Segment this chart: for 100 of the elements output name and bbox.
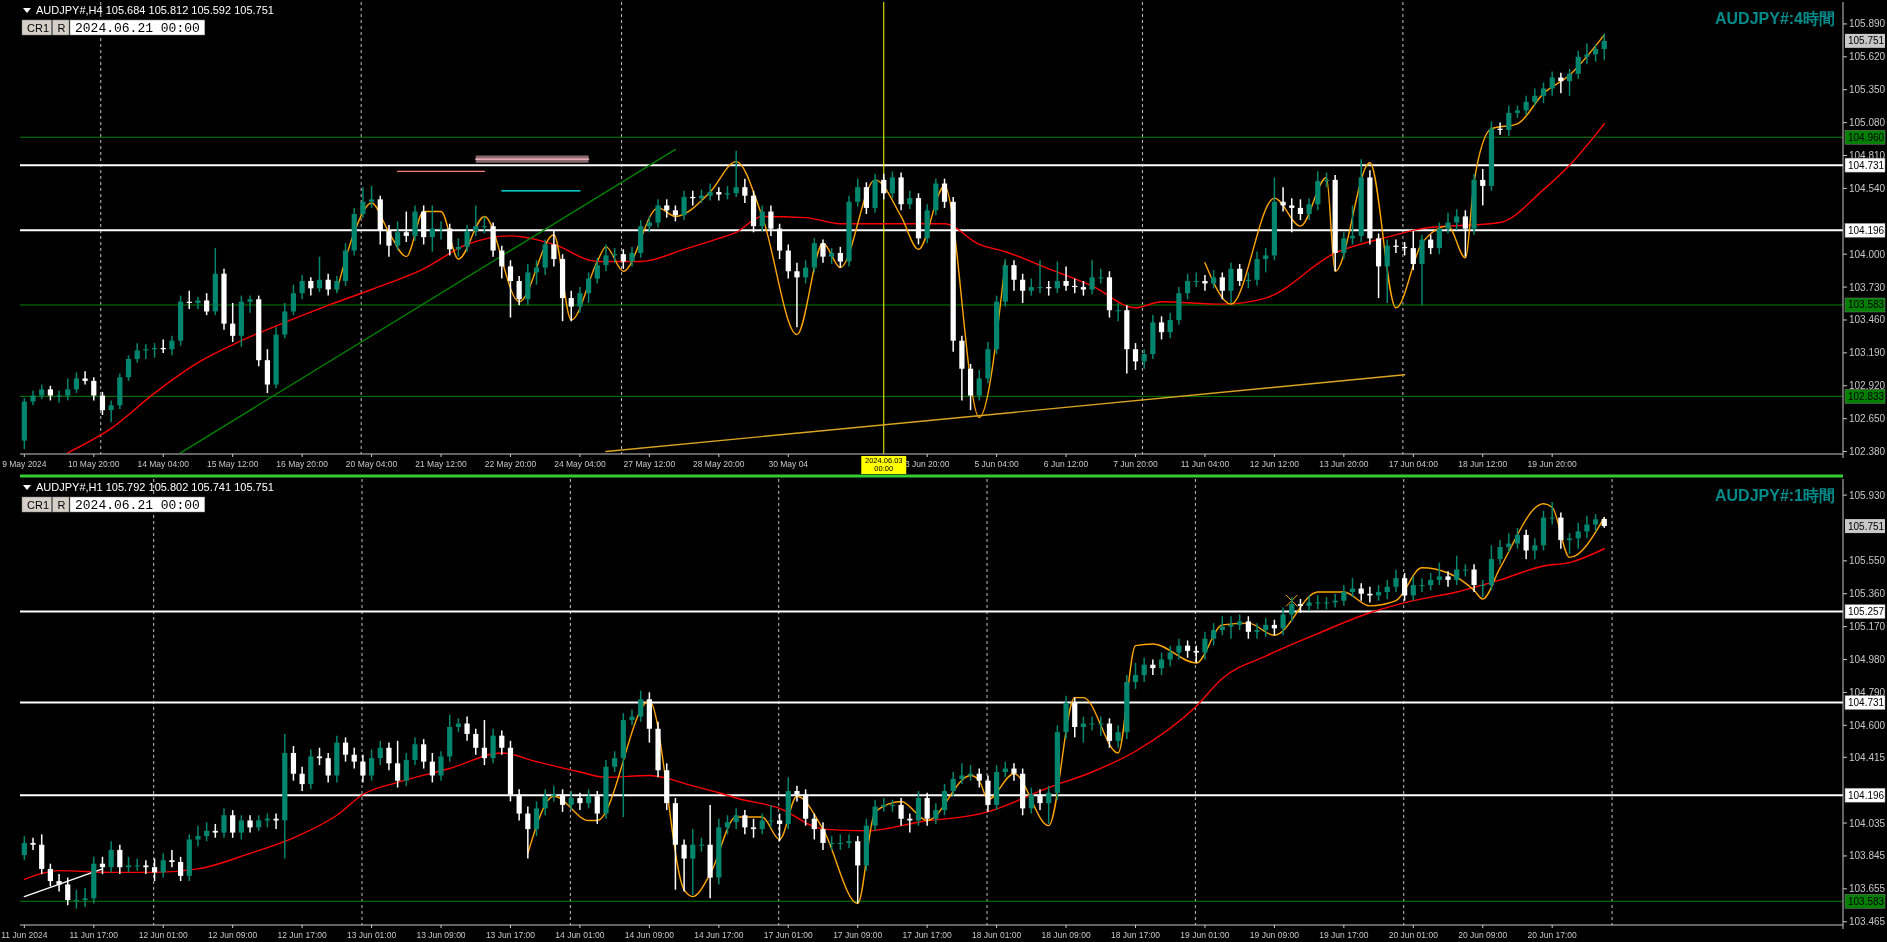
candlestick [846, 833, 852, 849]
candlestick [134, 342, 140, 364]
candlestick [1315, 594, 1321, 611]
x-tick-label: 19 Jun 20:00 [1527, 459, 1578, 469]
candlestick [290, 283, 297, 316]
candlestick [99, 391, 106, 416]
candlestick [1454, 208, 1460, 231]
x-tick-label: 18 Jun 17:00 [1110, 930, 1161, 940]
candlestick [1575, 522, 1581, 550]
x-tick-label: 17 Jun 09:00 [833, 930, 883, 940]
candlestick [507, 259, 514, 319]
candlestick [533, 800, 540, 837]
y-tick-label: 103.460 [1849, 314, 1886, 326]
candlestick [1436, 561, 1442, 586]
candlestick [91, 376, 97, 402]
y-tick-label: 105.550 [1849, 555, 1886, 567]
candlestick [1132, 662, 1139, 690]
candlestick [134, 857, 140, 872]
x-tick-label: 20 Jun 17:00 [1527, 930, 1578, 940]
candlestick [820, 821, 826, 851]
candlestick [1280, 606, 1286, 637]
candlestick [933, 802, 939, 825]
annotation: R [57, 499, 66, 511]
candlestick [473, 727, 479, 756]
candlestick [1063, 265, 1069, 292]
candlestick [1280, 186, 1286, 213]
candlestick [238, 814, 244, 841]
candlestick [516, 275, 522, 307]
y-tick-label: 105.080 [1849, 117, 1886, 129]
candlestick [820, 238, 826, 264]
candlestick [1254, 251, 1260, 287]
candlestick [1132, 342, 1139, 371]
candlestick [724, 814, 731, 836]
candlestick [1393, 568, 1399, 593]
line-series [67, 123, 1605, 454]
candlestick [811, 812, 817, 841]
candlestick [1115, 302, 1121, 322]
candlestick [1584, 515, 1590, 540]
x-tick-label: 15 May 12:00 [206, 459, 259, 469]
y-tick-label: 105.930 [1849, 489, 1886, 501]
candlestick [464, 224, 470, 253]
y-tick-label: 104.600 [1849, 719, 1886, 731]
candlestick [594, 257, 600, 285]
x-tick-label: 9 May 2024 [2, 459, 47, 469]
candlestick [1167, 644, 1173, 668]
candlestick [143, 859, 149, 875]
x-tick-label: 14 Jun 09:00 [624, 930, 675, 940]
y-tick-label: 103.655 [1849, 883, 1886, 895]
y-tick-label: 102.920 [1849, 380, 1886, 392]
candlestick [1054, 260, 1060, 294]
candlestick [73, 888, 80, 910]
candlestick [959, 762, 965, 785]
candlestick [1341, 231, 1347, 260]
x-tick-label: 13 Jun 20:00 [1319, 459, 1369, 469]
candlestick [1315, 170, 1321, 212]
candlestick [473, 204, 479, 237]
x-tick-label: 3 Jun 20:00 [904, 459, 950, 469]
candlestick [1037, 259, 1043, 294]
candlestick [1532, 537, 1538, 560]
candlestick [395, 220, 401, 252]
y-tick-label: 102.650 [1849, 413, 1886, 425]
line-series [1204, 34, 1605, 309]
candlestick [1228, 261, 1234, 304]
x-tick-label: 22 May 20:00 [484, 459, 537, 469]
x-tick-label: 16 May 20:00 [276, 459, 329, 469]
candlestick [603, 243, 609, 272]
candlestick [247, 294, 253, 314]
x-tick-label: 12 Jun 17:00 [277, 930, 327, 940]
ref-line-label: 104.196 [1848, 789, 1885, 801]
candlestick [421, 738, 427, 770]
x-tick-label: 17 Jun 17:00 [902, 930, 953, 940]
candlestick [221, 807, 227, 839]
candlestick [316, 255, 323, 293]
candlestick [368, 185, 375, 209]
candlestick [1393, 238, 1399, 254]
candlestick [395, 740, 401, 789]
candlestick [82, 887, 88, 908]
candlestick [941, 177, 948, 209]
candlestick [386, 741, 392, 772]
candlestick [1419, 577, 1425, 593]
chart-title: AUDJPY#,H1 105.792 105.802 105.741 105.751 [36, 481, 274, 493]
candlestick [1141, 657, 1147, 683]
x-tick-label: 13 Jun 17:00 [485, 930, 536, 940]
candlestick [586, 271, 592, 304]
x-tick-label: 11 Jun 04:00 [1180, 459, 1230, 469]
candlestick [568, 289, 574, 322]
y-tick-label: 103.730 [1849, 281, 1886, 293]
candlestick [620, 248, 626, 270]
x-tick-label: 13 Jun 09:00 [416, 930, 466, 940]
x-tick-label: 27 May 12:00 [623, 459, 676, 469]
candlestick [325, 272, 331, 297]
x-tick-label: 17 Jun 04:00 [1388, 459, 1439, 469]
candlestick [577, 286, 583, 314]
candlestick [1454, 554, 1460, 586]
y-tick-label: 104.540 [1849, 182, 1886, 194]
candlestick [1566, 68, 1573, 97]
annotation: CR1 [27, 499, 50, 511]
candlestick [125, 354, 132, 382]
candlestick [1254, 622, 1260, 640]
candlestick [282, 302, 288, 340]
